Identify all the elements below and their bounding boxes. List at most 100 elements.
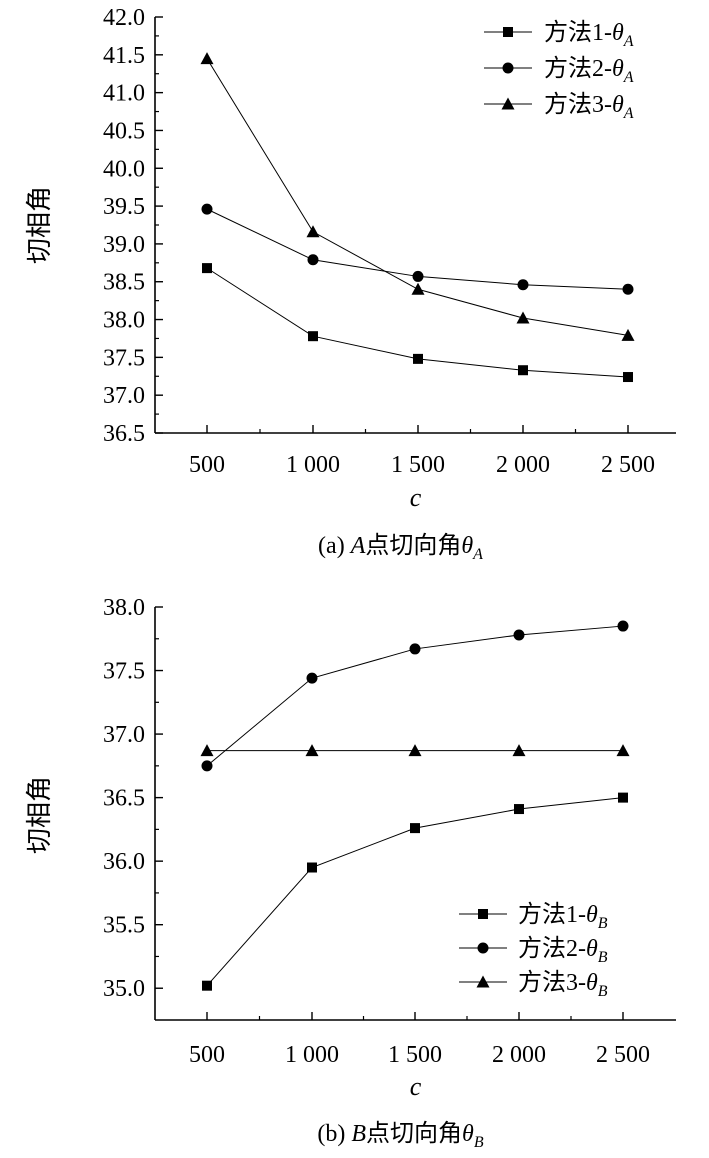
data-point <box>513 629 525 641</box>
data-point <box>200 744 214 757</box>
legend-marker <box>502 62 514 74</box>
y-tick-label: 36.0 <box>103 849 145 875</box>
x-tick-label: 1 500 <box>388 1042 442 1068</box>
x-tick-label: 1 000 <box>285 1042 339 1068</box>
x-tick-label: 2 000 <box>496 452 550 478</box>
data-point <box>516 311 530 324</box>
legend-symbol: θ <box>586 936 598 962</box>
legend-name: 方法2 <box>518 935 578 962</box>
x-tick-label: 500 <box>189 452 225 478</box>
y-tick-label: 38.0 <box>103 308 145 334</box>
legend-dash: - <box>578 970 586 996</box>
x-tick-label: 1 500 <box>391 452 445 478</box>
data-point <box>411 282 425 295</box>
legend-name: 方法2 <box>544 55 604 82</box>
data-point <box>202 980 212 991</box>
legend-subscript: A <box>623 105 634 122</box>
data-point <box>308 331 318 342</box>
data-point <box>616 744 630 757</box>
y-tick-label: 40.0 <box>103 156 145 182</box>
y-tick-label: 39.0 <box>103 232 145 258</box>
y-tick-label: 37.0 <box>103 383 145 409</box>
legend-subscript: B <box>598 915 608 932</box>
legend-subscript: A <box>623 69 634 86</box>
legend-marker <box>501 97 515 110</box>
legend-name: 方法3 <box>518 969 578 996</box>
data-point <box>306 672 318 684</box>
legend-dash: - <box>604 92 612 118</box>
data-point <box>306 225 320 238</box>
y-axis-title: 切相角 <box>25 186 54 264</box>
series-1 <box>202 792 628 991</box>
legend-entry: 方法3-θB <box>459 969 608 1000</box>
y-tick-label: 36.5 <box>103 786 145 812</box>
data-point <box>623 372 633 383</box>
y-tick-label: 41.0 <box>103 81 145 107</box>
data-point <box>412 270 424 282</box>
caption-subscript: B <box>474 1134 484 1151</box>
chart-b: 35.0 35.5 36.0 36.5 37.0 37.5 38.0 500 1 000 1 50… <box>25 595 676 1151</box>
legend-label: 方法3-θA <box>544 91 634 122</box>
legend-dash: - <box>578 936 586 962</box>
y-axis-title: 切相角 <box>25 776 54 854</box>
data-point <box>617 620 629 632</box>
legend-label: 方法3-θB <box>518 969 608 1000</box>
legend-marker <box>478 909 488 919</box>
legend-symbol: θ <box>586 902 598 928</box>
legend-subscript: B <box>598 983 608 1000</box>
caption-prefix: (a) <box>318 533 351 559</box>
x-axis-title: c <box>410 1072 422 1101</box>
data-point <box>201 760 213 772</box>
y-tick-label: 37.0 <box>103 722 145 748</box>
legend-subscript: B <box>598 949 608 966</box>
y-tick-label: 36.5 <box>103 421 145 447</box>
legend-symbol: θ <box>612 56 624 82</box>
chart-caption: (b) B点切向角θB <box>317 1120 483 1151</box>
y-tick-label: 38.0 <box>103 595 145 621</box>
data-point <box>512 744 526 757</box>
data-point <box>307 862 317 873</box>
x-tick-label: 2 000 <box>492 1042 546 1068</box>
y-tick-label: 37.5 <box>103 659 145 685</box>
data-point <box>409 643 421 655</box>
legend-subscript: A <box>623 33 634 50</box>
x-tick-label: 2 500 <box>596 1042 650 1068</box>
legend-entry: 方法1-θA <box>484 19 634 50</box>
caption-symbol: θ <box>462 1121 474 1147</box>
caption-subscript: A <box>472 546 483 563</box>
legend-entry: 方法2-θB <box>459 935 608 966</box>
data-point <box>514 804 524 815</box>
x-tick-label: 2 500 <box>601 452 655 478</box>
data-point <box>200 52 214 65</box>
legend-name: 方法1 <box>544 19 604 46</box>
legend-name: 方法3 <box>544 91 604 118</box>
caption-symbol: θ <box>461 533 473 559</box>
legend-entry: 方法1-θB <box>459 901 608 932</box>
chart-a: 36.5 37.0 37.5 38.0 38.5 39.0 39.5 40.0 40.5 41.0… <box>25 5 676 563</box>
legend-label: 方法1-θB <box>518 901 608 932</box>
legend-label: 方法2-θA <box>544 55 634 86</box>
caption-point: A <box>349 533 366 559</box>
series-2 <box>201 203 634 295</box>
data-point <box>618 792 628 803</box>
data-point <box>307 254 319 266</box>
data-point <box>517 279 529 291</box>
legend-marker <box>477 942 489 954</box>
caption-point: B <box>351 1121 366 1147</box>
data-point <box>201 203 213 215</box>
data-point <box>621 328 635 341</box>
data-point <box>622 283 634 295</box>
x-tick-label: 500 <box>189 1042 225 1068</box>
legend-marker <box>476 975 490 988</box>
x-axis-title: c <box>410 483 422 512</box>
series-3 <box>200 744 630 757</box>
series-1 <box>202 263 633 383</box>
legend-dash: - <box>578 902 586 928</box>
legend-label: 方法2-θB <box>518 935 608 966</box>
data-point <box>202 263 212 274</box>
data-point <box>408 744 422 757</box>
y-tick-label: 39.5 <box>103 194 145 220</box>
